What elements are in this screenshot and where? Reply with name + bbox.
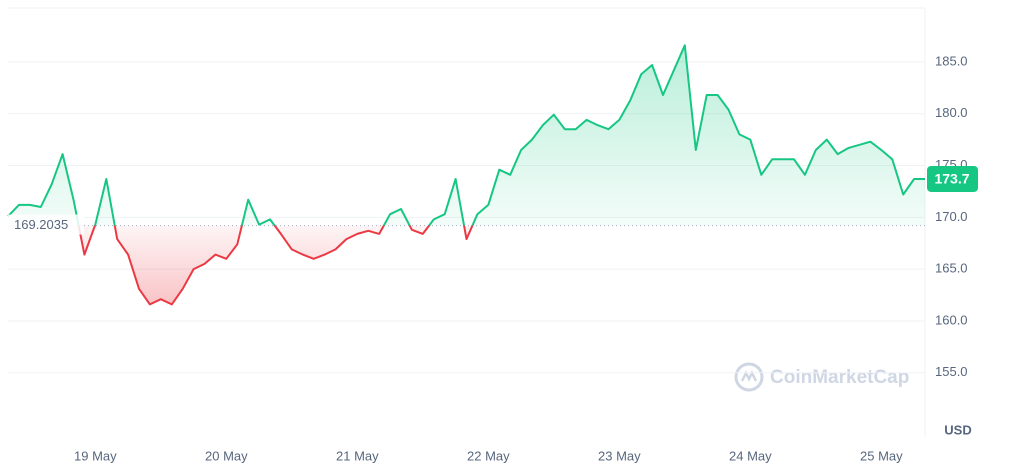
y-tick-label: 185.0 — [935, 53, 968, 68]
y-tick-label: 165.0 — [935, 261, 968, 276]
x-tick-label: 24 May — [729, 448, 772, 463]
baseline-label: 169.2035 — [14, 217, 68, 232]
area — [8, 45, 925, 305]
y-tick-label: 160.0 — [935, 312, 968, 327]
x-tick-label: 23 May — [598, 448, 641, 463]
watermark-text: CoinMarketCap — [770, 367, 909, 388]
x-tick-label: 21 May — [336, 448, 379, 463]
price-line — [7, 44, 925, 306]
x-tick-label: 22 May — [467, 448, 510, 463]
y-tick-label: 170.0 — [935, 209, 968, 224]
y-tick-label: 155.0 — [935, 364, 968, 379]
x-tick-label: 20 May — [205, 448, 248, 463]
y-tick-label: 180.0 — [935, 105, 968, 120]
price-badge-label: 173.7 — [934, 171, 969, 187]
x-tick-label: 25 May — [860, 448, 903, 463]
watermark: CoinMarketCap — [734, 362, 909, 392]
x-tick-label: 19 May — [74, 448, 117, 463]
baseline-label-bg — [8, 214, 84, 235]
price-badge — [927, 165, 978, 192]
currency-label: USD — [944, 422, 971, 437]
